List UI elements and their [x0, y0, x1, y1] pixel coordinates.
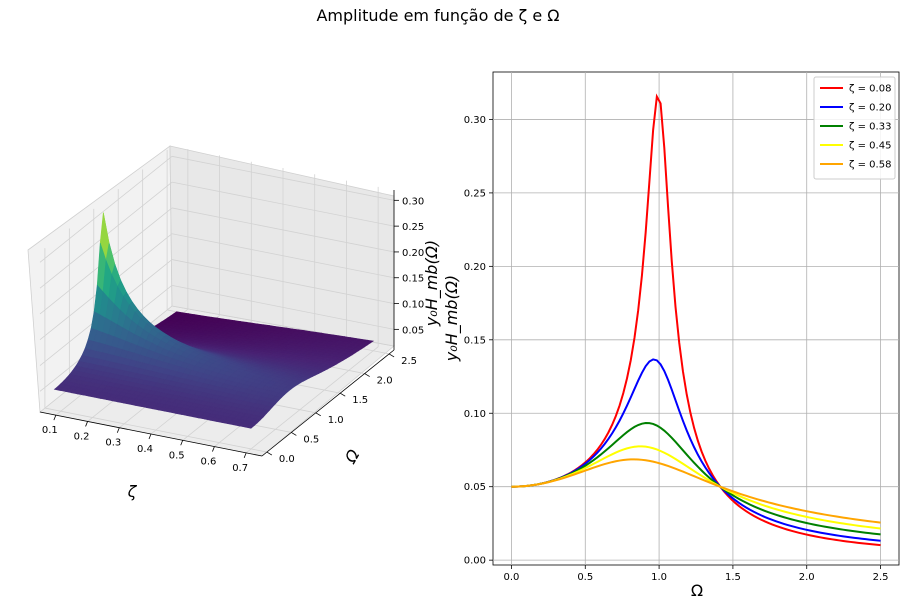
legend-entry: ζ = 0.58 [849, 160, 891, 171]
y-tick-label: 0.15 [464, 335, 486, 346]
axis-line [291, 432, 297, 436]
amplitude-tick-label: 0.25 [402, 222, 424, 233]
axis-line [116, 427, 120, 433]
zeta-tick-label: 0.5 [169, 450, 185, 461]
amplitude-tick-label: 0.20 [402, 248, 424, 259]
legend-entry: ζ = 0.33 [849, 122, 891, 133]
axis-line [180, 440, 184, 446]
zeta-tick-label: 0.4 [137, 444, 153, 455]
amplitude-tick-label: 0.30 [402, 196, 424, 207]
pane-gridline [44, 407, 267, 453]
axis-line [388, 353, 395, 358]
series-line [511, 445, 881, 530]
tick-labels: 0.0 0.5 1.0 1.5 2.0 2.5 0.00 0.05 0.10 0.15 0.20 0.… [464, 115, 889, 583]
legend: ζ = 0.08 ζ = 0.20 ζ = 0.33 ζ = 0.45 ζ = 0.58 [813, 76, 896, 180]
omega-tick-label: 0.5 [303, 434, 319, 445]
pane-gridline [171, 284, 395, 330]
axis-line [266, 451, 273, 456]
y-tick-label: 0.10 [464, 409, 486, 420]
pane-gridline [245, 346, 379, 454]
amplitude-tick-label: 0.10 [402, 300, 424, 311]
y-tick-label: 0.05 [464, 482, 486, 493]
pane-gridline [171, 207, 395, 253]
zeta-tick-label: 0.3 [105, 438, 121, 449]
y-tick-label: 0.20 [464, 262, 486, 273]
figure-title: Amplitude em função de ζ e Ω [316, 6, 559, 25]
omega-tick-label: 1.5 [352, 395, 368, 406]
surface-facet [244, 424, 255, 429]
pane-gridline [171, 233, 395, 279]
x-tick-label: 2.0 [799, 572, 815, 583]
omega-tick-label: 0.0 [279, 454, 295, 465]
axis-line [261, 349, 395, 457]
pane-gridline [171, 155, 395, 201]
pane-gridline [171, 259, 395, 304]
x-tick-label: 2.5 [873, 572, 889, 583]
x-tick-label: 1.5 [725, 572, 741, 583]
axis-line [243, 452, 247, 459]
zeta-axis-label: ζ [127, 482, 138, 501]
line-plot-2d: 0.0 0.5 1.0 1.5 2.0 2.5 0.00 0.05 0.10 0.15 0.20 0.… [442, 71, 900, 600]
omega-tick-label: 2.5 [401, 356, 417, 367]
zeta-tick-label: 0.6 [200, 457, 216, 468]
axis-line [53, 414, 57, 421]
zeta-tick-label: 0.1 [42, 425, 58, 436]
pane-gridline [171, 181, 395, 227]
series-lines [511, 93, 881, 547]
omega-tick-label: 2.0 [377, 376, 393, 387]
legend-entry: ζ = 0.08 [849, 84, 891, 95]
y-tick-label: 0.30 [464, 115, 486, 126]
x-tick-label: 0.0 [504, 572, 520, 583]
axis-line [364, 373, 370, 377]
amplitude-tick-label: 0.15 [402, 274, 424, 285]
axis-line [212, 446, 215, 452]
series-line [511, 458, 881, 524]
axis-line [85, 421, 88, 427]
y-tick-label: 0.00 [464, 556, 486, 567]
y-tick-label: 0.25 [464, 188, 486, 199]
omega-axis-label-3d: Ω [340, 446, 363, 468]
pane-gridline [39, 156, 173, 263]
surface-plot-3d: 0.1 0.2 0.3 0.4 0.5 0.6 0.7 0.0 0.5 1.0 1.5 2.0 2.5 0… [27, 145, 442, 501]
legend-frame [813, 76, 896, 180]
amplitude-tick-label: 0.05 [402, 325, 424, 336]
surface-mesh [53, 212, 375, 429]
tick-labels-3d: 0.1 0.2 0.3 0.4 0.5 0.6 0.7 0.0 0.5 1.0 1.5 2.0 2.5 0… [42, 196, 424, 474]
zeta-tick-label: 0.7 [232, 463, 248, 474]
legend-entry: ζ = 0.45 [849, 141, 891, 152]
legend-entry: ζ = 0.20 [849, 103, 891, 114]
axis-line [340, 392, 346, 397]
zeta-tick-label: 0.2 [74, 431, 90, 442]
axis-line [315, 412, 321, 417]
omega-axis-label: Ω [691, 581, 703, 600]
axis-line [148, 433, 152, 440]
omega-tick-label: 1.0 [328, 415, 344, 426]
x-tick-label: 1.0 [651, 572, 667, 583]
amplitude-axis-label: y₀H_mb(Ω) [442, 275, 462, 362]
amplitude-axis-label-3d: y₀H_mb(Ω) [422, 240, 442, 327]
x-tick-label: 0.5 [577, 572, 593, 583]
axis-lines-3d [39, 190, 399, 459]
